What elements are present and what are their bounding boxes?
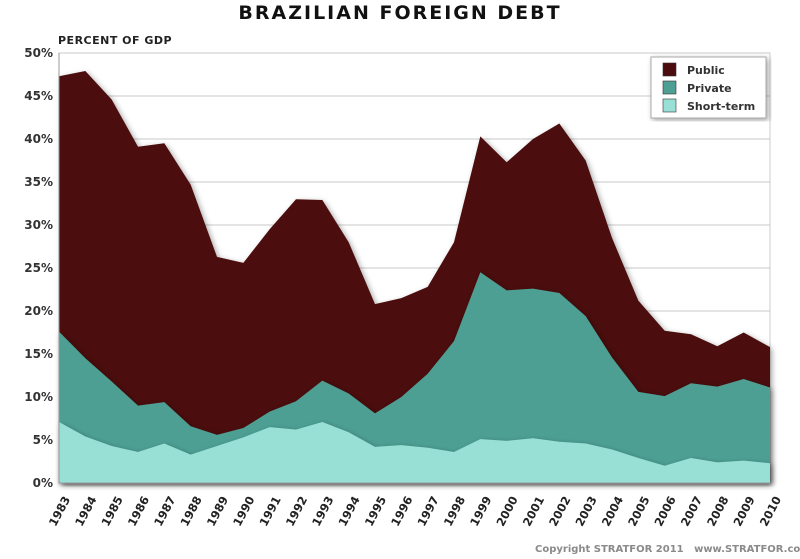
x-tick-label: 1989 xyxy=(204,494,231,529)
y-tick-label: 40% xyxy=(24,132,53,146)
x-tick-label: 2003 xyxy=(572,494,599,529)
y-tick-label: 0% xyxy=(33,476,53,490)
x-tick-label: 2001 xyxy=(520,494,547,529)
x-tick-label: 1985 xyxy=(98,494,125,529)
area-short-term xyxy=(59,421,770,483)
x-tick-label: 1988 xyxy=(177,494,204,529)
legend-swatch xyxy=(662,98,677,113)
area-private xyxy=(59,272,770,483)
y-tick-label: 30% xyxy=(24,218,53,232)
x-tick-label: 2009 xyxy=(730,494,757,529)
x-tick-label: 1990 xyxy=(230,494,257,529)
copyright-footer: Copyright STRATFOR 2011 www.STRATFOR.com xyxy=(535,544,800,555)
x-tick-label: 1995 xyxy=(362,494,389,529)
x-tick-label: 2010 xyxy=(757,494,784,529)
chart-title: BRAZILIAN FOREIGN DEBT xyxy=(238,2,562,24)
legend-swatch xyxy=(662,80,677,95)
legend-swatch xyxy=(662,62,677,77)
x-tick-label: 2002 xyxy=(546,494,573,529)
x-tick-label: 1986 xyxy=(125,494,152,529)
y-tick-label: 20% xyxy=(24,304,53,318)
y-tick-label: 50% xyxy=(24,46,53,60)
x-tick-label: 2000 xyxy=(493,494,520,529)
x-tick-label: 1983 xyxy=(46,494,73,529)
x-tick-label: 2007 xyxy=(678,494,705,529)
y-tick-label: 35% xyxy=(24,175,53,189)
legend-label: Short-term xyxy=(687,100,755,113)
legend-label: Public xyxy=(687,64,725,77)
x-tick-label: 1997 xyxy=(414,494,441,529)
x-tick-label: 2006 xyxy=(651,494,678,529)
x-tick-label: 1991 xyxy=(256,494,283,529)
y-tick-label: 15% xyxy=(24,347,53,361)
x-tick-label: 2005 xyxy=(625,494,652,529)
x-tick-label: 1999 xyxy=(467,494,494,529)
x-tick-label: 2008 xyxy=(704,494,731,529)
x-tick-label: 1998 xyxy=(441,494,468,529)
y-tick-label: 10% xyxy=(24,390,53,404)
x-tick-label: 1993 xyxy=(309,494,336,529)
legend-label: Private xyxy=(687,82,732,95)
x-tick-label: 1984 xyxy=(72,494,99,529)
y-tick-label: 5% xyxy=(33,433,53,447)
x-tick-label: 2004 xyxy=(599,494,626,529)
y-axis-label: PERCENT OF GDP xyxy=(58,34,173,47)
x-tick-label: 1992 xyxy=(283,494,310,529)
x-tick-label: 1994 xyxy=(335,494,362,529)
x-tick-label: 1987 xyxy=(151,494,178,529)
y-tick-label: 25% xyxy=(24,261,53,275)
x-tick-label: 1996 xyxy=(388,494,415,529)
y-tick-label: 45% xyxy=(24,89,53,103)
